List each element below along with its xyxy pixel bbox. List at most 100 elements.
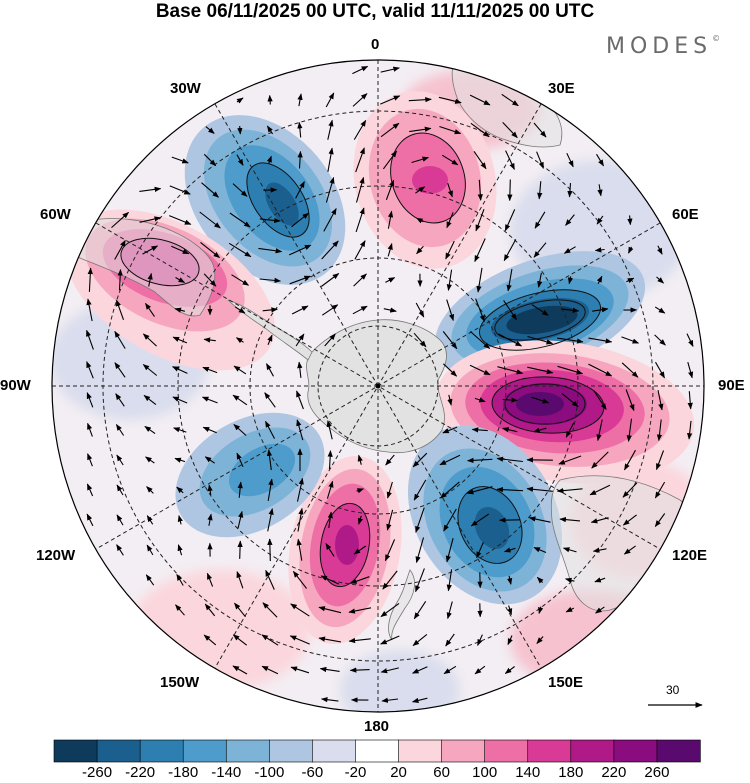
colorbar-swatch (53, 739, 98, 763)
wind-vector (412, 633, 428, 647)
wind-vector (177, 514, 183, 525)
lon-label-150e: 150E (548, 674, 584, 691)
colorbar-tick-label: -60 (301, 764, 324, 781)
wind-vector (596, 153, 604, 167)
wind-vector (115, 393, 125, 407)
wind-vector (503, 300, 517, 321)
wind-vector (296, 419, 304, 441)
lon-label-0: 0 (371, 36, 380, 53)
wind-vector (446, 569, 453, 592)
wind-vector (380, 635, 400, 645)
wind-vector (446, 212, 454, 229)
wind-vector (387, 242, 393, 257)
wind-vector (296, 538, 303, 561)
wind-vector (475, 209, 485, 232)
colorbar-tick-label: 100 (472, 764, 498, 781)
colorbar-swatch (656, 739, 701, 763)
wind-vector (288, 244, 312, 256)
wind-vector (176, 486, 184, 494)
wind-vector (357, 454, 363, 465)
wind-vector (259, 277, 282, 284)
wind-vector (442, 331, 458, 350)
wind-vector (561, 392, 579, 408)
wind-vector (297, 150, 303, 169)
wind-vector (441, 154, 459, 166)
wind-vector (446, 299, 455, 322)
wind-vector (175, 277, 186, 283)
wind-vector (507, 635, 513, 646)
wind-vector (469, 364, 491, 376)
wind-vector (380, 602, 400, 618)
wind-vector (116, 514, 124, 526)
wind-vector (687, 362, 694, 379)
lon-label-120w: 120W (36, 547, 76, 564)
wind-vector (415, 537, 425, 564)
wind-vector (415, 186, 426, 194)
wind-vector (203, 273, 217, 287)
wind-vector (259, 217, 281, 224)
colorbar-swatch (182, 739, 227, 763)
wind-vector (557, 337, 584, 344)
wind-vector (111, 211, 129, 229)
wind-vector (318, 636, 341, 643)
colorbar-tick-label: -260 (82, 764, 113, 781)
wind-vector (469, 94, 491, 106)
wind-vector (86, 298, 93, 322)
wind-vector (596, 215, 604, 225)
wind-vector (236, 154, 244, 166)
lon-label-90w: 90W (0, 377, 31, 394)
wind-vector (232, 634, 248, 646)
wind-vector (445, 538, 454, 563)
wind-vector (291, 212, 310, 228)
wind-vector (507, 605, 513, 616)
wind-vector (174, 457, 186, 463)
wind-vector (567, 183, 573, 198)
wind-vector (596, 419, 603, 442)
wind-vector (291, 305, 309, 315)
wind-vector (203, 337, 216, 343)
colorbar-swatch (484, 739, 529, 763)
wind-vector (297, 361, 303, 378)
wind-vector (504, 666, 515, 674)
wind-vector (320, 697, 339, 703)
wind-vector (173, 427, 187, 433)
wind-vector (442, 426, 458, 434)
wind-vector (567, 276, 574, 285)
wind-vector (145, 574, 155, 586)
wind-vector (621, 336, 640, 344)
wind-vector (597, 184, 603, 197)
wind-vector (536, 636, 544, 644)
wind-vector (204, 603, 216, 617)
wind-vector (626, 418, 633, 442)
wind-vector (657, 389, 664, 411)
wind-vector (236, 97, 244, 104)
wind-vector (320, 575, 340, 585)
wind-vector (228, 242, 252, 258)
wind-vector (115, 299, 125, 320)
wind-vector (412, 452, 428, 468)
wind-vector (207, 513, 213, 526)
wind-vector (623, 545, 636, 555)
wind-vector (562, 547, 577, 553)
wind-vector (386, 481, 393, 499)
wind-vector (172, 366, 188, 374)
wind-vector (116, 484, 124, 496)
wind-vector (206, 572, 214, 587)
wind-vector (415, 507, 425, 533)
wind-vector (261, 634, 279, 646)
wind-vector (446, 601, 453, 620)
wind-vector (201, 182, 220, 198)
brand-name: MODES (606, 34, 713, 59)
wind-vector (86, 513, 94, 527)
wind-vector (321, 240, 339, 260)
wind-vector (172, 396, 188, 404)
wind-vector (235, 337, 244, 344)
wind-vector (411, 666, 428, 674)
wind-vector (87, 422, 93, 437)
wind-vector (172, 336, 188, 344)
wind-vector (502, 427, 518, 433)
wind-vector (385, 179, 395, 200)
wind-vector (687, 391, 693, 410)
wind-vector (382, 570, 398, 590)
colorbar-tick-label: 220 (601, 764, 627, 781)
